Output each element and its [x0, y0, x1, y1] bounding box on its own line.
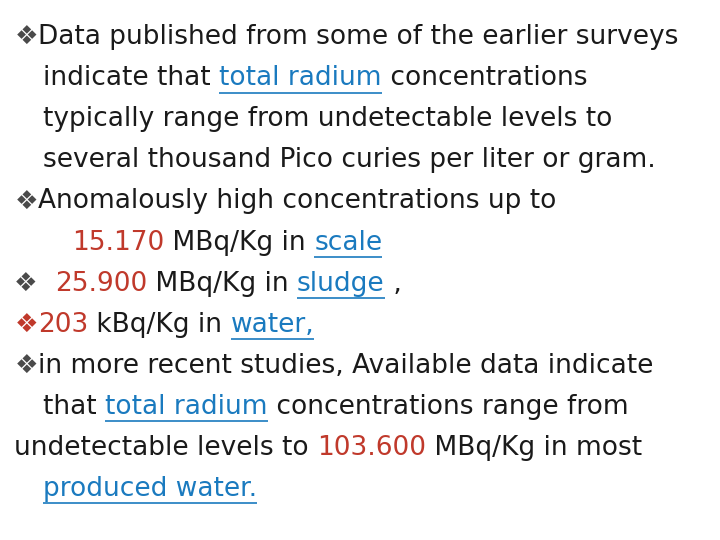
Text: total radium: total radium — [105, 394, 268, 420]
Text: total radium: total radium — [219, 65, 382, 91]
Text: MBq/Kg in most: MBq/Kg in most — [426, 435, 642, 461]
Text: kBq/Kg in: kBq/Kg in — [89, 312, 230, 338]
Text: 15.170: 15.170 — [72, 230, 164, 255]
Text: indicate that: indicate that — [43, 65, 219, 91]
Text: Anomalously high concentrations up to: Anomalously high concentrations up to — [38, 188, 557, 214]
Text: water,: water, — [230, 312, 315, 338]
Text: ❖: ❖ — [14, 271, 55, 296]
Text: MBq/Kg in: MBq/Kg in — [164, 230, 314, 255]
Text: scale: scale — [314, 230, 382, 255]
Text: Data published from some of the earlier surveys: Data published from some of the earlier … — [38, 24, 678, 50]
Text: that: that — [43, 394, 105, 420]
Text: in more recent studies, Available data indicate: in more recent studies, Available data i… — [38, 353, 654, 379]
Text: ❖: ❖ — [14, 312, 38, 338]
Text: several thousand Pico curies per liter or gram.: several thousand Pico curies per liter o… — [43, 147, 656, 173]
Text: MBq/Kg in: MBq/Kg in — [147, 271, 297, 296]
Text: ❖: ❖ — [14, 353, 38, 379]
Text: ❖: ❖ — [14, 188, 38, 214]
Text: ,: , — [384, 271, 402, 296]
Text: produced water.: produced water. — [43, 476, 257, 502]
Text: ❖: ❖ — [14, 24, 38, 50]
Text: 103.600: 103.600 — [318, 435, 426, 461]
Text: 25.900: 25.900 — [55, 271, 147, 296]
Text: concentrations: concentrations — [382, 65, 588, 91]
Text: 203: 203 — [38, 312, 89, 338]
Text: concentrations range from: concentrations range from — [268, 394, 629, 420]
Text: undetectable levels to: undetectable levels to — [14, 435, 318, 461]
Text: sludge: sludge — [297, 271, 384, 296]
Text: typically range from undetectable levels to: typically range from undetectable levels… — [43, 106, 613, 132]
